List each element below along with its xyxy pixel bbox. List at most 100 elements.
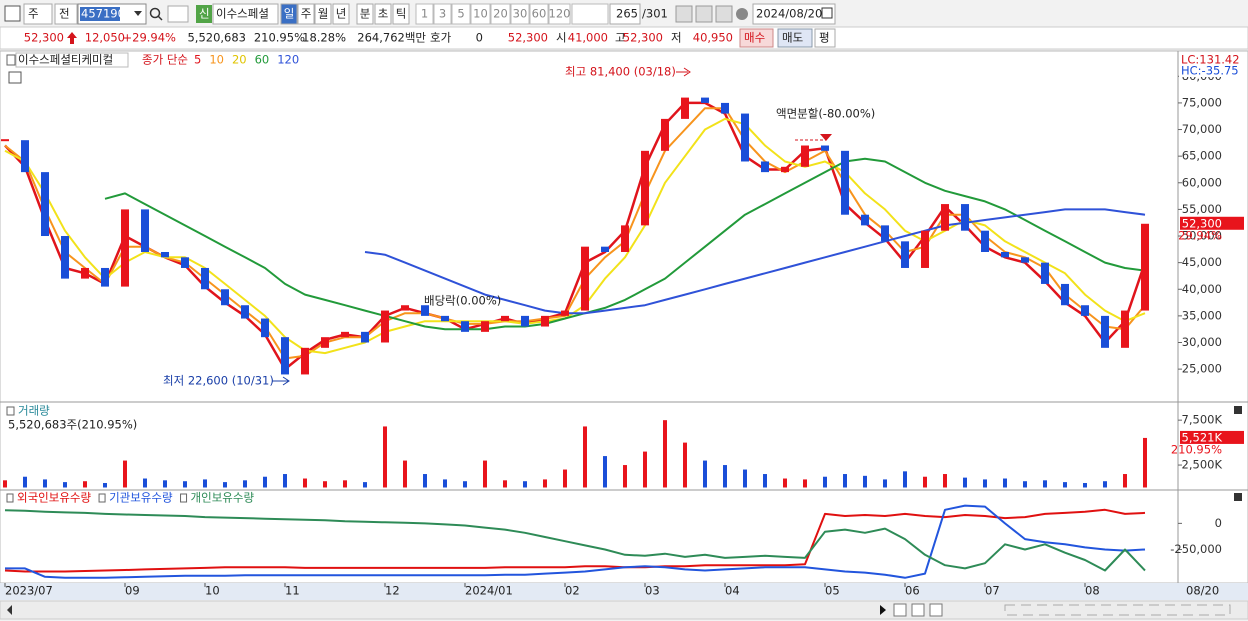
scrollbar[interactable] — [0, 600, 1248, 620]
candle — [281, 337, 289, 375]
volume-tag — [1180, 430, 1244, 444]
step-button[interactable] — [433, 3, 452, 25]
panel-close[interactable] — [1234, 406, 1242, 414]
x-axis-band — [1178, 583, 1248, 600]
volume-bar — [1103, 481, 1107, 488]
sound-button[interactable] — [167, 5, 189, 23]
save-icon[interactable] — [715, 5, 733, 23]
candle — [441, 315, 449, 322]
volume-bar — [803, 479, 807, 488]
market-select[interactable] — [54, 3, 78, 25]
panel-close[interactable] — [1234, 493, 1242, 501]
step-button[interactable] — [451, 3, 471, 25]
volume-bar — [943, 474, 947, 488]
interval-label: 틱 — [396, 7, 407, 21]
step-button[interactable] — [415, 3, 434, 25]
tool-icon[interactable] — [695, 5, 713, 23]
volume-bar — [283, 474, 287, 488]
step-button[interactable] — [490, 3, 511, 25]
interval-button[interactable] — [314, 3, 332, 25]
settings-icon[interactable] — [736, 8, 748, 20]
volume-bar — [963, 477, 967, 488]
step-button[interactable] — [470, 3, 491, 25]
annotation: 최고 81,400 (03/18) — [565, 65, 676, 79]
name-box[interactable] — [212, 3, 279, 25]
step-label: 30 — [513, 7, 528, 21]
volume-bar — [1023, 481, 1027, 488]
x-tick-label: 2023/07 — [5, 584, 53, 598]
buy-button[interactable] — [739, 28, 774, 48]
interval-label: 월 — [318, 7, 329, 21]
count: 265 — [616, 7, 638, 21]
forward[interactable] — [929, 603, 943, 617]
drawing-tools[interactable] — [1004, 604, 1231, 616]
volume-ratio: 210.95% — [1171, 442, 1222, 456]
series-line — [4, 509, 1146, 572]
interval-button[interactable] — [297, 3, 315, 25]
candle — [741, 113, 749, 162]
interval-button[interactable] — [280, 3, 298, 25]
volume-ratio: 210.95% — [254, 31, 305, 45]
stop[interactable] — [911, 603, 925, 617]
volume-bar — [83, 481, 87, 488]
x-tick-label: 2024/01 — [465, 584, 513, 598]
interval-button[interactable] — [332, 3, 350, 25]
price: 52,300 — [24, 31, 64, 45]
dropdown-arrow[interactable] — [134, 11, 142, 16]
step-select[interactable] — [571, 3, 609, 25]
volume-bar — [323, 481, 327, 488]
x-last-label: 08/20 — [1186, 584, 1219, 598]
candle — [1141, 223, 1149, 311]
volume-bar — [263, 476, 267, 488]
candle — [921, 230, 929, 268]
step-button[interactable] — [510, 3, 530, 25]
legend-icon — [6, 493, 14, 503]
candle — [321, 337, 329, 348]
x-axis-band — [0, 583, 1178, 600]
legend-icon — [6, 406, 15, 416]
y-tick-label: 30,000 — [1182, 335, 1222, 349]
y-tick-label: 40,000 — [1182, 282, 1222, 296]
quote-qty: 0 — [476, 31, 483, 45]
candle — [521, 315, 529, 327]
step-label: 10 — [473, 7, 488, 21]
rewind[interactable] — [893, 603, 907, 617]
candle — [221, 289, 229, 306]
menu-icon[interactable] — [4, 5, 21, 22]
chart-area — [0, 50, 1248, 584]
calc-icon[interactable] — [8, 71, 22, 84]
candle — [161, 251, 169, 258]
volume-bar — [143, 478, 147, 488]
scroll-right[interactable] — [880, 605, 886, 615]
volume-bar — [63, 482, 67, 488]
count-input[interactable] — [609, 3, 641, 25]
interval-button[interactable] — [392, 3, 410, 25]
interval-label: 분 — [360, 7, 371, 21]
step-button[interactable] — [548, 3, 571, 25]
y-tick-label: 65,000 — [1182, 149, 1222, 163]
legend-entry: 기관보유수량 — [109, 491, 173, 505]
candle — [761, 161, 769, 173]
avg-button[interactable] — [814, 28, 836, 48]
step-button[interactable] — [529, 3, 549, 25]
step-label: 5 — [457, 7, 464, 21]
scroll-left[interactable] — [7, 605, 12, 615]
candle — [341, 331, 349, 338]
x-tick-label: 07 — [985, 584, 1000, 598]
annotation-arrow — [272, 376, 290, 386]
interval-button[interactable] — [356, 3, 374, 25]
series-line — [364, 208, 1146, 315]
candle — [401, 305, 409, 311]
volume-subtitle: 5,520,683주(210.95%) — [8, 418, 137, 432]
search-icon[interactable] — [149, 7, 161, 19]
volume-bar — [883, 479, 887, 488]
volume-bar — [183, 481, 187, 488]
tool-icon[interactable] — [675, 5, 693, 23]
legend-icon — [6, 54, 16, 66]
date-box[interactable] — [752, 3, 836, 25]
calendar-icon[interactable] — [821, 7, 833, 19]
candle — [501, 315, 509, 322]
interval-button[interactable] — [374, 3, 392, 25]
period-select[interactable] — [23, 3, 53, 25]
sell-button[interactable] — [777, 28, 813, 48]
